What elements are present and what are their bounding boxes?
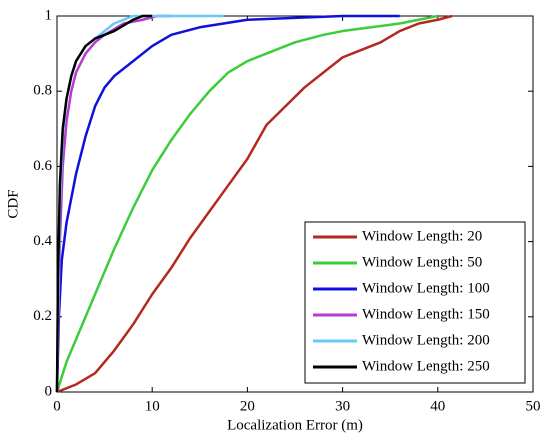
y-axis-label: CDF [5,189,21,218]
x-tick-label: 50 [526,398,541,414]
cdf-line [55,14,172,393]
y-tick-label: 1 [45,7,53,23]
cdf-line [55,14,400,393]
cdf-line [55,14,439,393]
legend-label: Window Length: 50 [362,254,482,270]
legend-label: Window Length: 20 [362,228,482,244]
y-tick-label: 0.4 [33,233,52,249]
legend-box [304,221,526,384]
cdf-line [56,14,453,394]
y-tick-label: 0 [45,383,53,399]
x-tick-label: 20 [240,398,255,414]
x-tick-label: 40 [430,398,445,414]
x-tick-label: 0 [53,398,61,414]
plot-frame [56,15,534,393]
x-tick-label: 30 [335,398,350,414]
y-tick-label: 0.8 [33,83,52,99]
cdf-line [55,14,153,393]
y-tick-label: 0.2 [33,308,52,324]
legend-label: Window Length: 100 [362,280,490,296]
legend-label: Window Length: 250 [362,358,490,374]
x-axis-label: Localization Error (m) [227,417,363,433]
cdf-line [55,14,224,393]
legend-label: Window Length: 150 [362,306,490,322]
x-tick-label: 10 [145,398,160,414]
y-tick-label: 0.6 [33,158,52,174]
legend-label: Window Length: 200 [362,332,490,348]
